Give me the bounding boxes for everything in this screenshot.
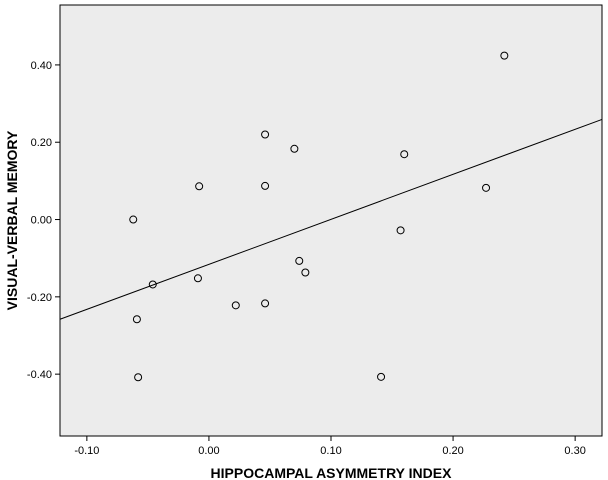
y-axis-ticks: -0.40 -0.20 0.00 0.20 0.40 — [27, 60, 60, 381]
data-point — [195, 182, 204, 191]
data-point — [396, 226, 405, 235]
data-point — [301, 268, 310, 277]
data-point — [295, 256, 304, 265]
x-tick-label: 0.20 — [442, 445, 463, 457]
data-point — [129, 215, 138, 224]
data-point — [482, 183, 491, 192]
data-point — [400, 150, 409, 159]
x-axis-ticks: -0.10 0.00 0.10 0.20 0.30 — [74, 436, 586, 457]
data-point — [261, 299, 270, 308]
regression-line — [59, 118, 603, 320]
data-point — [377, 372, 386, 381]
data-point — [148, 280, 157, 289]
data-point — [290, 144, 299, 153]
y-tick-label: 0.20 — [31, 137, 52, 149]
data-point — [231, 301, 240, 310]
x-axis-title: HIPPOCAMPAL ASYMMETRY INDEX — [211, 465, 453, 480]
y-tick-label: 0.00 — [31, 215, 52, 227]
data-points — [129, 51, 509, 382]
data-point — [132, 315, 141, 324]
data-point — [193, 274, 202, 283]
y-tick-label: -0.40 — [27, 369, 52, 381]
y-axis-title: VISUAL-VERBAL MEMORY — [4, 130, 20, 310]
y-tick-label: -0.20 — [27, 292, 52, 304]
x-tick-label: 0.10 — [320, 445, 341, 457]
data-point — [261, 181, 270, 190]
data-point — [261, 130, 270, 139]
plot-area — [59, 4, 603, 437]
data-point — [134, 373, 143, 382]
y-tick-label: 0.40 — [31, 60, 52, 72]
data-point — [500, 51, 509, 60]
x-tick-label: 0.00 — [198, 445, 219, 457]
x-tick-label: -0.10 — [74, 445, 99, 457]
x-tick-label: 0.30 — [564, 445, 585, 457]
